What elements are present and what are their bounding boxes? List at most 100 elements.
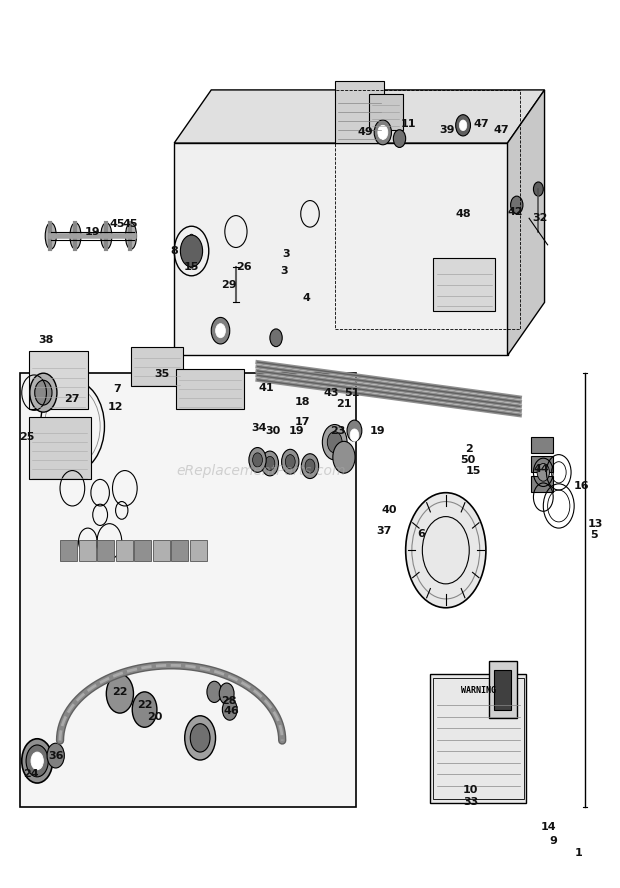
Circle shape	[211, 317, 230, 344]
Circle shape	[350, 429, 359, 441]
Text: 21: 21	[336, 400, 352, 409]
Text: 10: 10	[463, 785, 478, 795]
Circle shape	[185, 716, 216, 760]
Text: 7: 7	[113, 385, 122, 394]
Circle shape	[30, 373, 57, 412]
Bar	[335, 81, 384, 143]
Bar	[134, 540, 151, 561]
Circle shape	[223, 699, 237, 720]
Text: 22: 22	[137, 700, 153, 710]
Text: 32: 32	[532, 213, 547, 223]
Bar	[531, 476, 552, 492]
Circle shape	[281, 449, 299, 474]
Circle shape	[252, 453, 262, 467]
Circle shape	[347, 420, 362, 441]
Circle shape	[533, 182, 543, 196]
Circle shape	[194, 241, 199, 248]
Bar	[20, 373, 356, 807]
Circle shape	[47, 743, 64, 768]
Text: 45: 45	[122, 219, 138, 229]
Bar	[494, 670, 512, 710]
Ellipse shape	[70, 223, 81, 250]
Text: 26: 26	[236, 262, 252, 272]
Text: 15: 15	[184, 262, 199, 272]
Ellipse shape	[125, 223, 136, 250]
Bar	[369, 94, 402, 130]
Text: 6: 6	[417, 529, 425, 539]
Circle shape	[216, 323, 226, 337]
Text: 19: 19	[85, 226, 100, 236]
Circle shape	[219, 683, 234, 704]
Text: 3: 3	[280, 266, 288, 276]
Text: 39: 39	[440, 124, 455, 135]
Text: 45: 45	[110, 219, 125, 229]
Text: 24: 24	[23, 769, 39, 779]
Text: 41: 41	[259, 384, 275, 393]
Text: 43: 43	[324, 388, 339, 398]
Text: 40: 40	[381, 505, 397, 515]
Text: 28: 28	[221, 695, 236, 706]
Circle shape	[301, 454, 319, 479]
Text: 12: 12	[108, 402, 123, 412]
Bar	[433, 678, 523, 799]
Circle shape	[180, 235, 203, 267]
Text: 11: 11	[401, 119, 417, 129]
Circle shape	[189, 234, 194, 242]
Circle shape	[537, 464, 549, 481]
Bar	[153, 540, 170, 561]
Bar	[174, 143, 508, 355]
Bar	[29, 417, 91, 480]
Circle shape	[285, 455, 295, 469]
Circle shape	[186, 259, 191, 266]
Circle shape	[195, 248, 200, 255]
Text: 51: 51	[344, 388, 360, 398]
Circle shape	[327, 432, 342, 453]
Text: 14: 14	[541, 822, 557, 832]
Bar	[29, 351, 88, 408]
Bar	[335, 90, 520, 329]
Bar	[131, 346, 184, 386]
Circle shape	[305, 459, 315, 473]
Polygon shape	[174, 90, 544, 143]
Circle shape	[106, 674, 133, 713]
Circle shape	[184, 254, 188, 261]
Circle shape	[265, 456, 275, 471]
Text: 13: 13	[588, 519, 603, 528]
Text: eReplacementParts.com: eReplacementParts.com	[176, 464, 345, 478]
Bar	[176, 369, 244, 408]
Text: 49: 49	[358, 127, 373, 138]
Bar	[115, 540, 133, 561]
Text: 2: 2	[466, 444, 473, 455]
Circle shape	[456, 115, 471, 136]
Bar	[190, 540, 207, 561]
Text: 16: 16	[574, 481, 590, 491]
Text: 47: 47	[494, 124, 509, 135]
Text: 3: 3	[283, 249, 290, 258]
Text: 44: 44	[534, 464, 549, 474]
Bar	[433, 258, 495, 311]
Text: 19: 19	[370, 425, 386, 436]
Text: 15: 15	[466, 465, 481, 476]
Text: 33: 33	[463, 797, 478, 806]
Circle shape	[333, 441, 355, 473]
Text: 36: 36	[48, 751, 63, 762]
Text: 23: 23	[330, 425, 345, 436]
Bar	[430, 674, 526, 803]
Text: 5: 5	[590, 530, 598, 540]
Circle shape	[22, 739, 53, 783]
Circle shape	[190, 724, 210, 752]
Circle shape	[31, 752, 43, 770]
Circle shape	[261, 451, 278, 476]
Circle shape	[270, 329, 282, 346]
Circle shape	[322, 424, 347, 460]
Circle shape	[35, 380, 52, 405]
Bar	[97, 540, 114, 561]
Text: 38: 38	[38, 335, 53, 345]
Text: 30: 30	[265, 425, 281, 436]
Circle shape	[374, 120, 391, 145]
Text: 20: 20	[147, 711, 162, 722]
Text: 9: 9	[550, 836, 558, 845]
Text: 37: 37	[376, 526, 392, 535]
Text: WARNING: WARNING	[461, 686, 496, 694]
Bar	[531, 456, 552, 472]
